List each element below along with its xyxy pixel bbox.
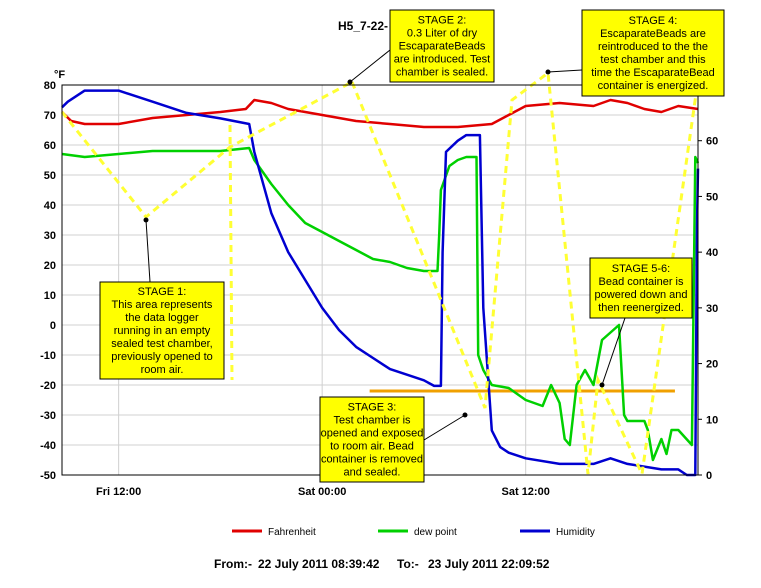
- y-left-tick-label: -50: [40, 470, 56, 482]
- annotation-text-stage3: Test chamber is: [333, 415, 411, 427]
- annotation-leader-stage1: [145, 219, 151, 283]
- annotation-leader-stage2: [349, 49, 391, 83]
- annotation-box-stage56: [589, 257, 693, 319]
- y-right-tick-label: 40: [706, 247, 718, 259]
- legend-label: Fahrenheit: [268, 527, 316, 538]
- annotation-text-stage4: STAGE 4:: [629, 15, 678, 27]
- series-line-humidity: [61, 89, 700, 477]
- chart-title: H5_7-22-: [338, 19, 388, 33]
- x-tick-label: Fri 12:00: [96, 486, 141, 498]
- series-line-fahrenheit: [61, 98, 699, 129]
- annotation-arrowhead-stage2: [347, 79, 353, 85]
- annotation-text-stage3: container is removed: [321, 454, 423, 466]
- annotation-text-stage2: STAGE 2:: [418, 15, 467, 27]
- y-left-tick-label: 40: [44, 200, 56, 212]
- left-axis-unit: °F: [54, 69, 65, 81]
- annotation-arrowhead-stage1: [143, 217, 149, 223]
- annotation-text-stage2: are introduced. Test: [394, 54, 490, 66]
- guide-line: [228, 124, 234, 381]
- footer-to-value: 23 July 2011 22:09:52: [428, 557, 550, 571]
- series-group: [61, 89, 700, 477]
- y-left-tick-label: 30: [44, 230, 56, 242]
- annotation-leader-stage4: [547, 69, 583, 73]
- y-left-tick-label: 70: [44, 110, 56, 122]
- annotation-box-stage4: [581, 9, 725, 97]
- annotation-arrowhead-stage4: [545, 69, 551, 75]
- annotation-text-stage4: time the EscaparateBead: [591, 67, 715, 79]
- y-right-tick-label: 50: [706, 191, 718, 203]
- annotation-text-stage2: EscaparateBeads: [399, 41, 486, 53]
- x-tick-label: Sat 00:00: [298, 486, 346, 498]
- y-left-tick-label: 0: [50, 320, 56, 332]
- y-right-tick-label: 10: [706, 414, 718, 426]
- annotation-text-stage1: STAGE 1:: [138, 286, 187, 298]
- y-right-tick-label: 60: [706, 136, 718, 148]
- y-left-tick-label: -40: [40, 440, 56, 452]
- annotation-text-stage3: to room air. Bead: [330, 441, 414, 453]
- annotation-text-stage56: powered down and: [595, 289, 688, 301]
- y-left-tick-label: -30: [40, 410, 56, 422]
- annotation-text-stage2: chamber is sealed.: [396, 67, 488, 79]
- footer: From:- 22 July 2011 08:39:42 To:- 23 Jul…: [214, 557, 550, 571]
- annotation-text-stage1: sealed test chamber,: [111, 338, 213, 350]
- legend-label: dew point: [414, 527, 457, 538]
- annotation-text-stage1: This area represents: [112, 299, 213, 311]
- annotation-text-stage4: container is energized.: [598, 80, 709, 92]
- annotation-text-stage3: opened and exposed: [321, 428, 424, 440]
- annotation-text-stage1: the data logger: [125, 312, 199, 324]
- x-tick-label: Sat 12:00: [502, 486, 550, 498]
- annotation-text-stage3: STAGE 3:: [348, 402, 397, 414]
- y-right-tick-label: 0: [706, 470, 712, 482]
- axes-group: 80 70 60 50 40 30 20 10 0 -10 -20 -30 -40 -50 60 50 40 30…: [40, 80, 718, 498]
- annotation-text-stage56: then reenergized.: [598, 302, 684, 314]
- footer-from-label: From:-: [214, 557, 252, 571]
- y-left-tick-label: 10: [44, 290, 56, 302]
- y-right-tick-label: 20: [706, 359, 718, 371]
- legend-label: Humidity: [556, 527, 595, 538]
- annotation-text-stage1: running in an empty: [114, 325, 211, 337]
- y-left-tick-label: -10: [40, 350, 56, 362]
- annotation-text-stage56: STAGE 5-6:: [612, 263, 670, 275]
- legend: Fahrenheit dew point Humidity: [232, 527, 595, 538]
- footer-to-label: To:-: [397, 557, 419, 571]
- annotation-text-stage2: 0.3 Liter of dry: [407, 28, 478, 40]
- y-left-tick-label: -20: [40, 380, 56, 392]
- annotation-leader-stage3: [423, 414, 466, 441]
- series-line-dew-point: [61, 146, 700, 462]
- y-left-tick-label: 20: [44, 260, 56, 272]
- y-left-tick-label: 80: [44, 80, 56, 92]
- footer-from-value: 22 July 2011 08:39:42: [258, 557, 380, 571]
- annotation-text-stage4: EscaparateBeads are: [600, 28, 706, 40]
- guide-line: [350, 70, 698, 480]
- annotation-box-stage1: [99, 281, 225, 380]
- annotation-leader-stage56: [601, 317, 626, 386]
- y-left-tick-label: 60: [44, 140, 56, 152]
- annotation-arrowhead-stage3: [462, 412, 468, 418]
- annotation-text-stage4: test chamber and this: [600, 54, 706, 66]
- y-left-tick-label: 50: [44, 170, 56, 182]
- y-right-tick-label: 30: [706, 303, 718, 315]
- annotation-box-stage3: [319, 396, 425, 483]
- annotation-text-stage4: reintroduced to the the: [598, 41, 708, 53]
- annotation-arrowhead-stage56: [599, 382, 605, 388]
- annotation-text-stage3: and sealed.: [344, 467, 401, 479]
- annotation-box-stage2: [389, 9, 495, 83]
- guide-lines-group: [60, 70, 698, 480]
- annotation-text-stage1: room air.: [141, 364, 184, 376]
- annotation-text-stage1: previously opened to: [111, 351, 213, 363]
- annotation-text-stage56: Bead container is: [599, 276, 684, 288]
- guide-line: [60, 80, 353, 220]
